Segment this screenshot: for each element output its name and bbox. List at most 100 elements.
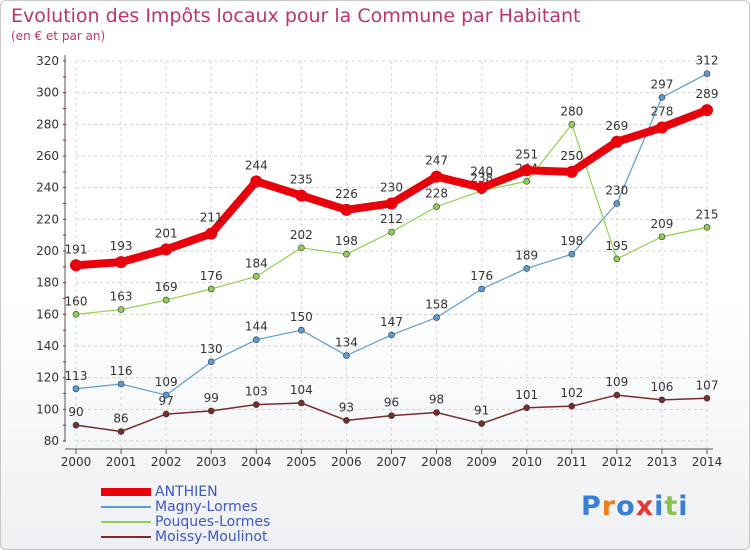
data-point-1 — [433, 314, 440, 321]
data-point-2 — [72, 311, 80, 318]
x-tick-label: 2011 — [557, 455, 588, 469]
data-label-2: 195 — [605, 239, 628, 253]
data-point-0 — [655, 121, 668, 134]
data-point-1 — [388, 331, 395, 339]
data-label-0: 247 — [425, 154, 448, 168]
x-tick-label: 2004 — [241, 455, 272, 469]
proxiti-logo[interactable]: Proxiti — [581, 491, 689, 522]
data-label-1: 130 — [200, 342, 223, 356]
legend-label-2: Pouques-Lormes — [155, 514, 271, 530]
x-tick-label: 2009 — [466, 455, 497, 469]
data-point-3 — [162, 410, 170, 418]
data-label-1: 116 — [110, 364, 133, 378]
data-point-2 — [207, 285, 215, 293]
logo-letter: i — [654, 491, 665, 522]
data-point-1 — [343, 352, 350, 359]
data-label-0: 251 — [515, 147, 538, 161]
data-point-3 — [523, 404, 531, 412]
logo-letter: t — [664, 491, 679, 522]
data-point-0 — [430, 170, 443, 183]
data-label-0: 278 — [650, 105, 673, 119]
data-point-2 — [568, 121, 576, 128]
y-tick-label: 240 — [36, 181, 59, 195]
data-point-3 — [703, 394, 711, 402]
legend-swatch-1 — [101, 506, 151, 508]
data-label-2: 169 — [155, 280, 178, 294]
data-point-3 — [207, 407, 215, 415]
data-point-1 — [613, 200, 621, 207]
data-label-2: 163 — [110, 290, 133, 304]
chart-title: Evolution des Impôts locaux pour la Comm… — [11, 5, 581, 27]
legend-label-0: ANTHIEN — [155, 484, 218, 500]
data-label-1: 147 — [380, 315, 403, 329]
data-point-3 — [117, 428, 125, 435]
data-point-1 — [523, 265, 531, 272]
data-label-2: 202 — [290, 228, 313, 242]
data-point-1 — [658, 94, 666, 101]
legend-label-1: Magny-Lormes — [155, 499, 258, 515]
data-point-3 — [478, 420, 485, 427]
data-label-3: 103 — [245, 385, 268, 399]
data-point-0 — [340, 203, 353, 216]
data-point-1 — [252, 336, 260, 343]
data-point-0 — [610, 135, 623, 148]
logo-letter: i — [678, 491, 689, 522]
y-tick-label: 300 — [36, 86, 59, 100]
data-point-1 — [568, 250, 576, 258]
y-tick-label: 280 — [36, 117, 59, 131]
data-point-0 — [701, 104, 713, 117]
data-label-2: 215 — [696, 207, 719, 221]
data-point-2 — [523, 178, 531, 185]
x-tick-label: 2007 — [376, 455, 407, 469]
x-tick-label: 2002 — [151, 455, 182, 469]
data-label-0: 289 — [696, 87, 719, 101]
data-point-2 — [658, 233, 666, 241]
y-tick-label: 140 — [36, 339, 59, 353]
data-point-2 — [613, 255, 621, 263]
data-label-0: 244 — [245, 158, 268, 172]
data-label-1: 189 — [515, 248, 538, 262]
data-point-3 — [658, 396, 666, 404]
data-point-2 — [162, 296, 170, 304]
data-point-1 — [298, 326, 305, 334]
legend-swatch-2 — [101, 521, 151, 523]
data-label-3: 106 — [650, 380, 673, 394]
x-tick-label: 2013 — [647, 455, 678, 469]
y-tick-label: 100 — [36, 402, 59, 416]
data-label-3: 96 — [384, 396, 399, 410]
y-tick-label: 320 — [36, 54, 59, 68]
data-label-1: 109 — [155, 375, 178, 389]
data-label-3: 90 — [68, 405, 83, 419]
data-label-3: 102 — [560, 386, 583, 400]
y-tick-label: 180 — [36, 276, 59, 290]
data-point-1 — [207, 358, 215, 366]
x-tick-label: 2014 — [692, 455, 723, 469]
data-label-3: 109 — [605, 375, 628, 389]
data-label-3: 107 — [696, 378, 719, 392]
data-label-3: 104 — [290, 383, 313, 397]
logo-letter: o — [616, 491, 636, 522]
data-label-2: 212 — [380, 212, 403, 226]
x-tick-label: 2008 — [421, 455, 452, 469]
data-point-0 — [205, 227, 218, 240]
y-tick-label: 120 — [36, 371, 59, 385]
data-point-1 — [162, 391, 170, 399]
data-label-2: 198 — [335, 234, 358, 248]
data-point-3 — [388, 412, 395, 419]
y-tick-label: 200 — [36, 244, 59, 258]
data-point-0 — [115, 256, 128, 269]
logo-letter: x — [635, 491, 655, 522]
x-tick-label: 2012 — [602, 455, 633, 469]
data-label-1: 176 — [470, 269, 493, 283]
x-tick-label: 2005 — [286, 455, 317, 469]
chart-subtitle: (en € et par an) — [11, 29, 106, 43]
data-label-1: 134 — [335, 336, 358, 350]
data-label-0: 269 — [605, 119, 628, 133]
data-label-2: 160 — [65, 294, 88, 308]
data-label-0: 191 — [65, 242, 88, 256]
x-tick-label: 2001 — [106, 455, 137, 469]
data-point-1 — [117, 380, 125, 388]
data-label-0: 211 — [200, 211, 223, 225]
